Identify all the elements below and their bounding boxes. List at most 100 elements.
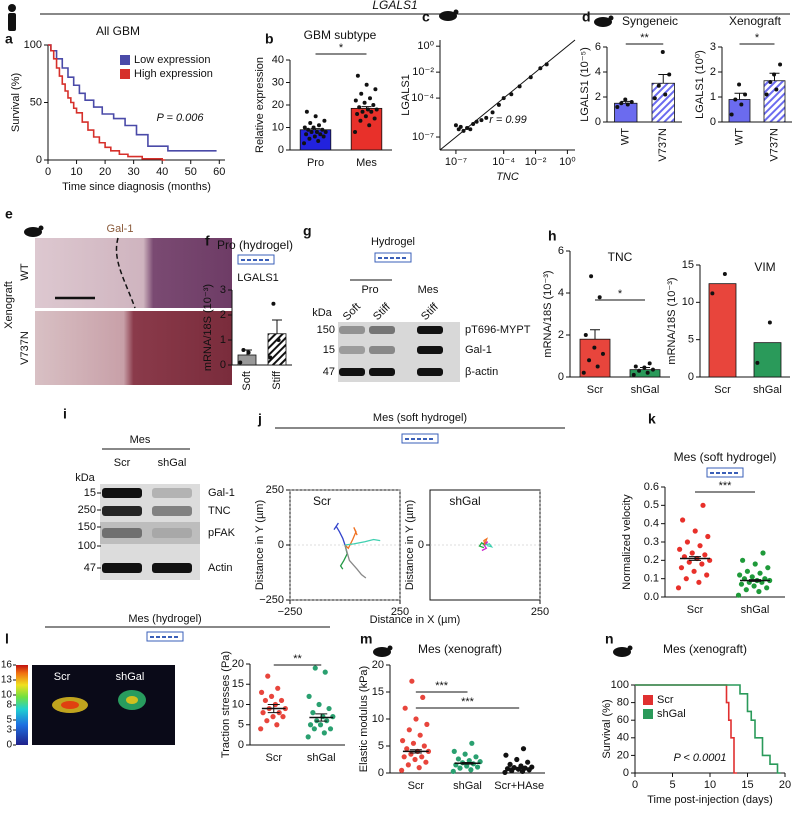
data-point xyxy=(358,118,363,123)
data-point xyxy=(686,559,692,565)
y-axis-label: LGALS1 (10⁰) xyxy=(694,50,706,119)
kda-value: 100 xyxy=(78,540,96,552)
bar xyxy=(579,338,611,378)
legend-label: shGal xyxy=(657,708,686,720)
data-point xyxy=(451,748,457,755)
data-point xyxy=(699,561,705,567)
data-point xyxy=(318,132,323,137)
y-tick-label: 0 xyxy=(378,767,384,779)
data-point xyxy=(768,80,773,84)
data-point xyxy=(323,130,328,134)
category-label: Stiff xyxy=(271,370,283,390)
error-bar xyxy=(658,74,669,84)
x-tick-label: −250 xyxy=(278,606,303,618)
error-bar xyxy=(734,92,745,100)
y-axis-label: Elastic modulus (kPa) xyxy=(358,666,370,772)
data-point xyxy=(589,274,594,279)
error-bar xyxy=(267,704,280,714)
panel-label: e xyxy=(5,206,13,222)
colorbar-label: 3 xyxy=(6,725,12,736)
y-tick-label: 0.3 xyxy=(644,536,659,548)
data-point xyxy=(600,351,605,356)
y-tick-label: 0 xyxy=(558,371,564,383)
y-tick-label: 0 xyxy=(710,116,716,128)
colorbar-label: 13 xyxy=(1,675,13,686)
y-tick-label: 5 xyxy=(688,334,694,346)
y-tick-label: 2 xyxy=(220,309,226,321)
blot-band xyxy=(417,346,443,354)
traction-hotspot xyxy=(61,701,79,709)
data-point xyxy=(419,754,425,760)
data-point xyxy=(729,112,734,117)
chart-title: Mes (soft hydrogel) xyxy=(674,450,777,464)
bar xyxy=(651,82,675,123)
category-label: V737N xyxy=(768,128,780,162)
y-tick-label: 3 xyxy=(710,41,716,53)
data-point xyxy=(623,97,628,102)
data-point xyxy=(304,109,309,114)
panel-label: j xyxy=(257,411,262,427)
y-tick-label: 0 xyxy=(238,739,244,751)
chart-title: TNC xyxy=(608,250,633,264)
lane-label: Stiff xyxy=(419,300,441,322)
data-point xyxy=(316,123,321,128)
y-tick-label: 20 xyxy=(372,659,384,671)
cell-track xyxy=(333,522,346,546)
significance-label: *** xyxy=(435,680,449,692)
x-tick-label: 50 xyxy=(185,166,197,178)
error-bar xyxy=(361,106,372,109)
mouse-icons xyxy=(24,9,633,657)
data-point xyxy=(326,705,332,712)
y-axis-label: Normalized velocity xyxy=(621,494,633,590)
data-point xyxy=(420,694,426,701)
data-point xyxy=(619,101,624,106)
map-label: shGal xyxy=(116,671,145,683)
y-tick-label: 250 xyxy=(266,484,284,496)
panel-label: b xyxy=(265,31,274,47)
category-label: WT xyxy=(620,128,632,145)
y-tick-label: −250 xyxy=(259,594,284,606)
fit-line xyxy=(439,39,576,151)
chart-title: Mes (xenograft) xyxy=(418,642,502,656)
chart-title: Scr xyxy=(313,494,331,508)
kda-label: kDa xyxy=(75,472,95,484)
data-point xyxy=(322,118,327,123)
y-tick-label: 20 xyxy=(232,658,244,670)
data-point xyxy=(314,130,319,134)
data-point xyxy=(264,718,270,724)
data-point xyxy=(322,669,328,675)
group-label: Mes xyxy=(418,284,439,296)
y-tick-label: 80 xyxy=(617,697,629,709)
y-tick-label: 0 xyxy=(595,116,601,128)
data-point xyxy=(305,734,311,740)
y-tick-label: 60 xyxy=(617,714,629,726)
cell-track xyxy=(478,541,486,549)
data-point xyxy=(528,75,533,80)
x-axis-label: TNC xyxy=(496,171,519,183)
category-label: V737N xyxy=(657,128,669,162)
data-point xyxy=(667,72,672,77)
y-tick-label: 6 xyxy=(595,41,601,53)
blot-band xyxy=(152,528,192,538)
y-tick-label: 0 xyxy=(220,359,226,371)
data-point xyxy=(353,130,358,134)
data-point xyxy=(663,92,668,97)
y-tick-label: 15 xyxy=(232,678,244,690)
data-point xyxy=(778,62,783,67)
data-point xyxy=(307,136,312,141)
data-point xyxy=(767,320,772,325)
kda-label: kDa xyxy=(312,307,332,319)
colorbar-label: 10 xyxy=(1,690,13,701)
y-tick-label: 10⁰ xyxy=(417,40,434,52)
data-point xyxy=(402,705,408,711)
bar xyxy=(708,283,737,378)
chart-title: VIM xyxy=(754,260,775,274)
data-point xyxy=(764,585,770,591)
y-tick-label: 0.1 xyxy=(644,573,659,585)
x-tick-label: 10⁰ xyxy=(559,156,576,168)
y-tick-label: 2 xyxy=(558,329,564,341)
data-point xyxy=(765,565,771,571)
data-point xyxy=(374,107,379,112)
data-point xyxy=(457,765,463,771)
data-point xyxy=(740,557,746,563)
